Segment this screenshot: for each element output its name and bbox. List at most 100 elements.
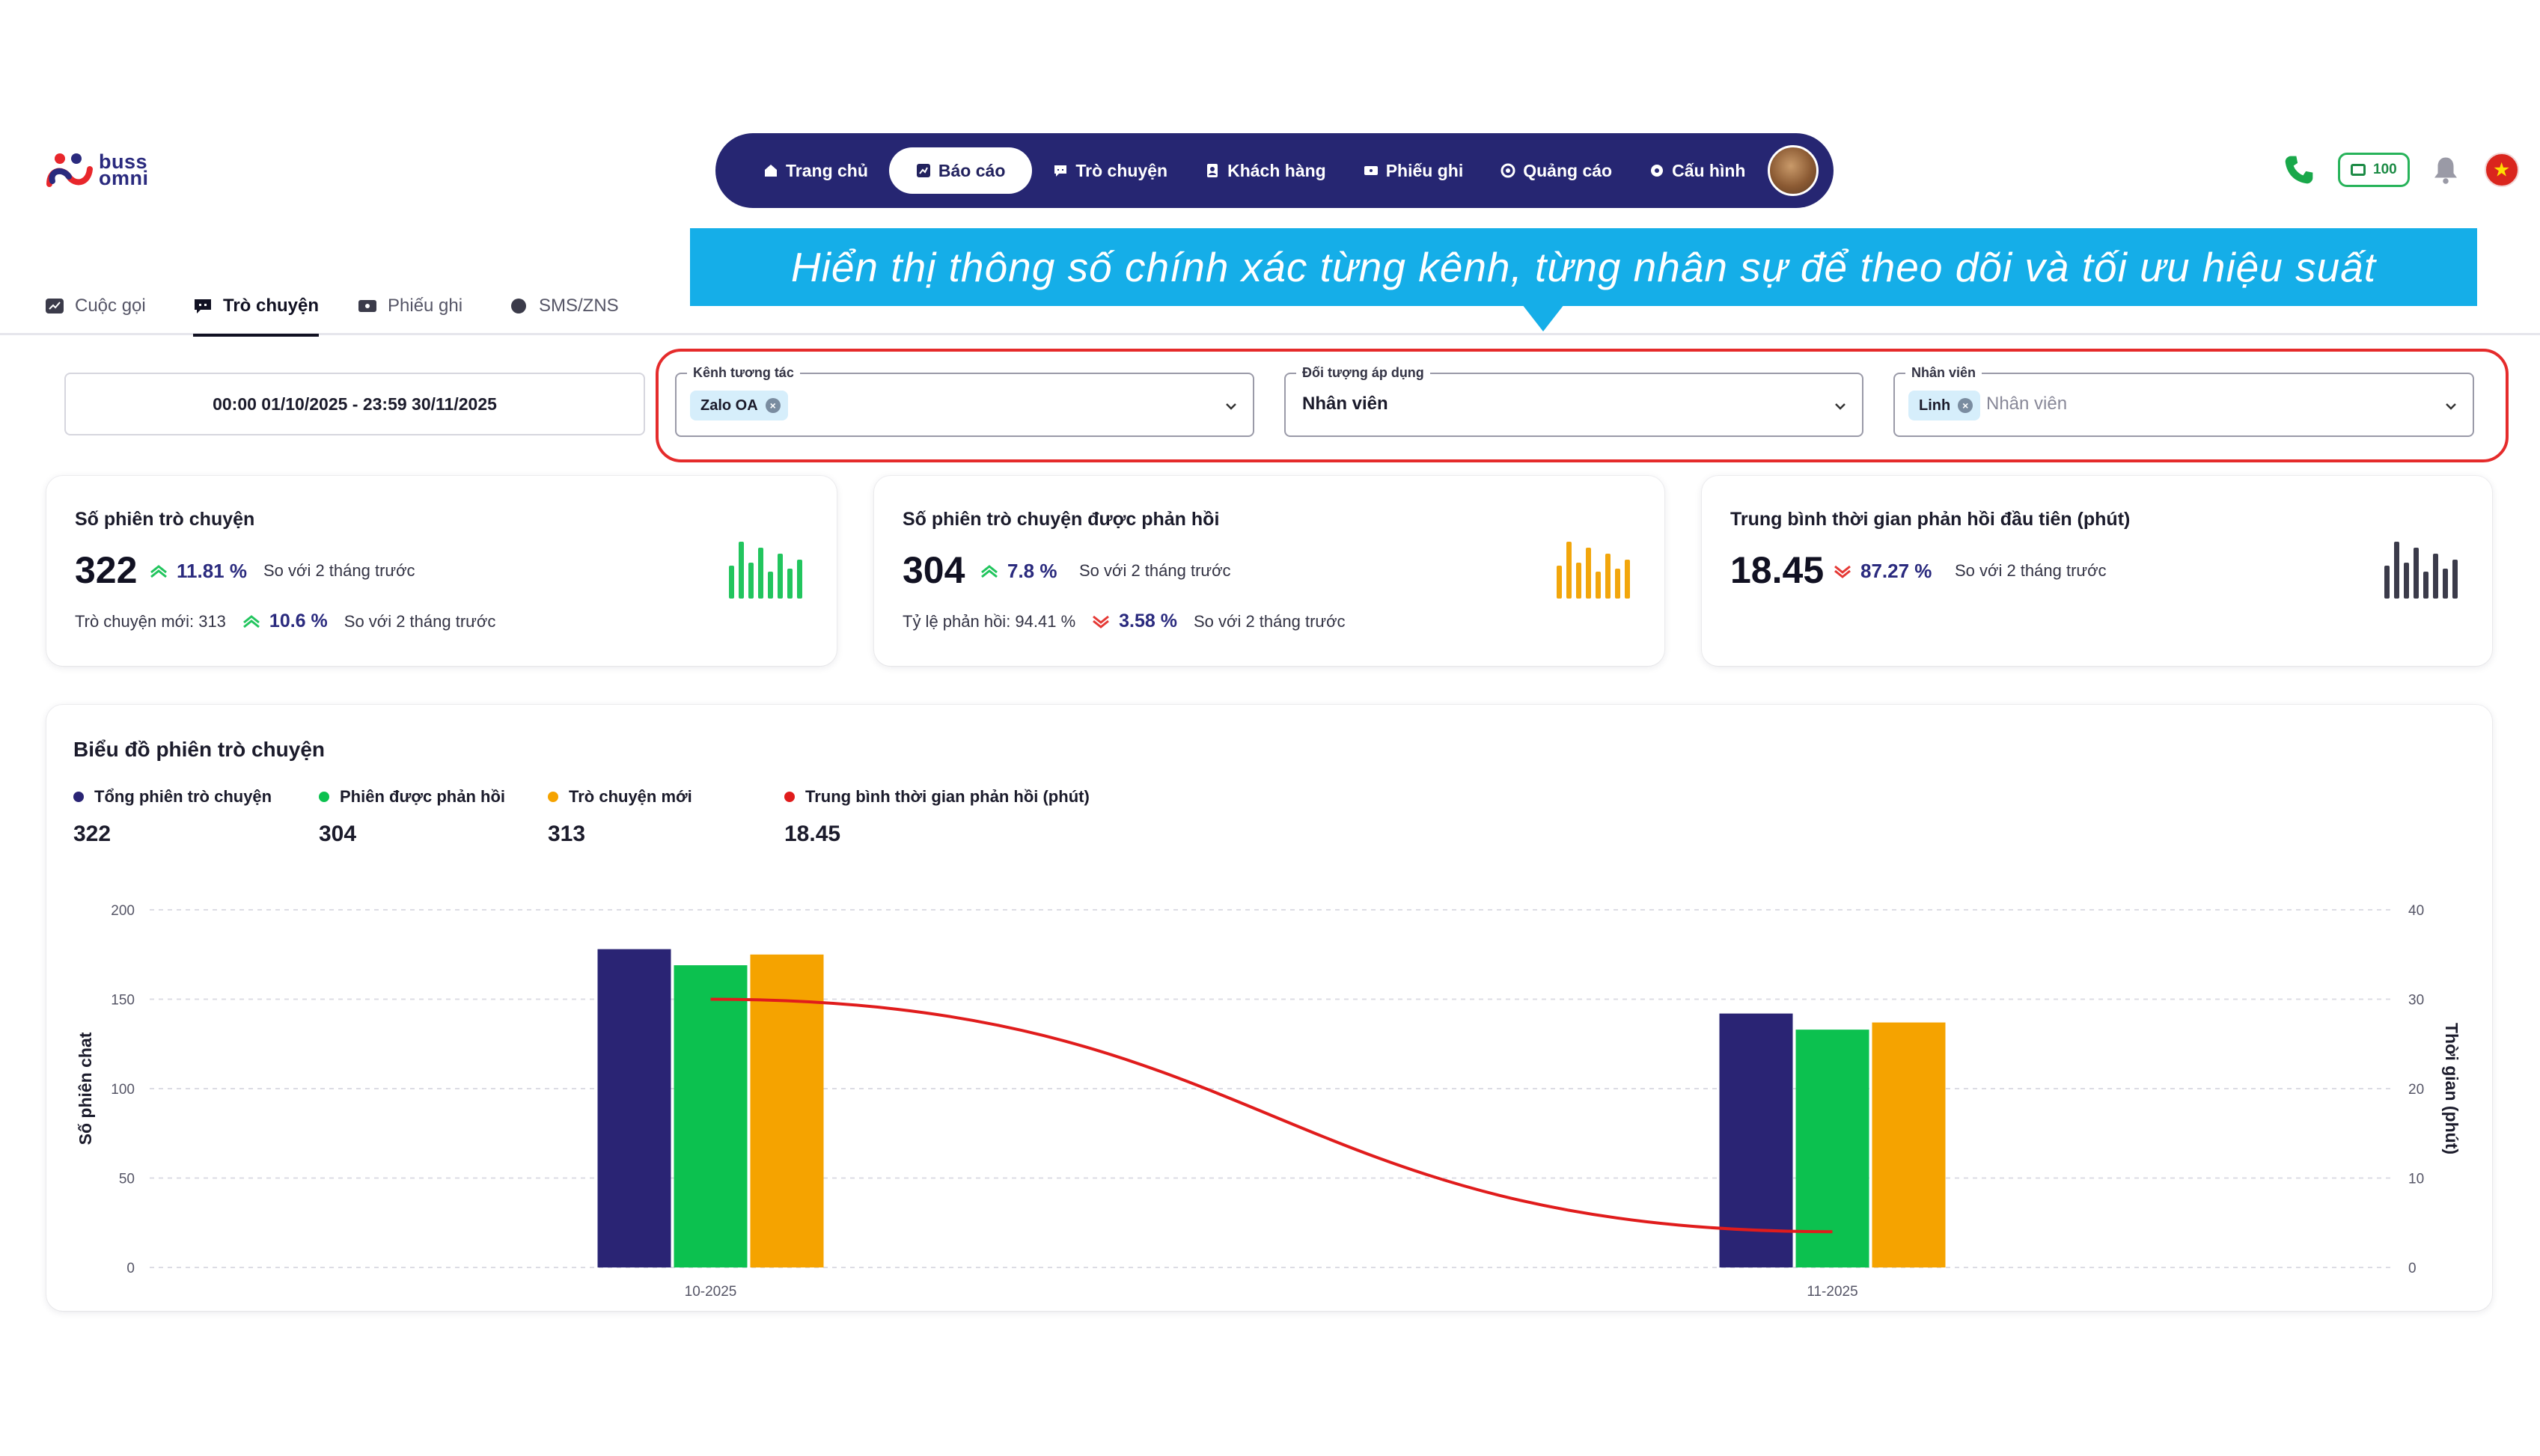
mini-bar [748,563,754,599]
y2-tick-label: 0 [2408,1261,2417,1276]
subtab-chat[interactable]: Trò chuyện [193,289,320,337]
mini-bar [787,569,793,599]
nav-item-label: Trang chủ [786,160,868,180]
mini-bar [729,566,734,599]
nav-item-settings[interactable]: Cấu hình [1633,147,1762,194]
kpi-sub-compare-label: So với 2 tháng trước [344,611,496,631]
tooltip-pointer [1522,305,1564,331]
date-range-value: 00:00 01/10/2025 - 23:59 30/11/2025 [213,394,497,414]
bar-1-11-2025[interactable] [1719,1013,1793,1267]
mini-bar [1605,554,1611,599]
staff-select[interactable]: Nhân viên Linh × Nhân viên [1893,365,2474,437]
kpi-compare-label: So với 2 tháng trước [263,561,415,580]
nav-item-ticket[interactable]: Phiếu ghi [1347,147,1480,194]
chip-remove-icon[interactable]: × [1958,398,1973,413]
mini-bar [1576,563,1581,599]
kpi-change: 11.81 % [150,560,247,583]
staff-chip: Linh × [1908,391,1981,420]
mini-bar [758,548,763,599]
user-avatar[interactable] [1768,145,1819,196]
y2-tick-label: 20 [2408,1082,2424,1098]
channel-chip-label: Zalo OA [700,397,758,414]
ticket-icon [358,300,376,312]
mini-bar [2414,548,2419,599]
target-select[interactable]: Đối tượng áp dụng Nhân viên [1284,365,1863,437]
bar-chart-icon [1557,542,1630,599]
nav-item-chat[interactable]: Trò chuyện [1037,147,1184,194]
kpi-sub-change: 3.58 % [1092,611,1177,632]
nav-item-label: Khách hàng [1227,160,1326,180]
avg-response-time-line[interactable] [710,997,1833,1234]
chat-sessions-chart-card: Biểu đồ phiên trò chuyện Tổng phiên trò … [46,705,2492,1311]
legend-item-responded[interactable]: Phiên được phản hồi 304 [319,787,505,846]
kpi-sub-change: 10.6 % [242,611,328,632]
phone-icon[interactable] [2283,153,2315,186]
nav-item-report[interactable]: Báo cáo [888,147,1033,194]
y2-tick-label: 30 [2408,993,2424,1009]
brand-logo[interactable]: buss omni [46,150,159,192]
nav-item-label: Trò chuyện [1075,160,1168,180]
channel-select[interactable]: Kênh tương tác Zalo OA × [675,365,1254,437]
target-select-value: Nhân viên [1302,394,1388,414]
call-chart-icon [46,299,64,313]
bar-3-10-2025[interactable] [750,954,824,1267]
nav-item-ads[interactable]: Quảng cáo [1484,147,1628,194]
bar-2-11-2025[interactable] [1795,1030,1869,1267]
settings-icon [1651,165,1664,177]
chevron-down-icon [1835,403,1846,410]
subtab-sms[interactable]: SMS/ZNS [509,289,619,323]
chat-sessions-chart: 0 0 50 10 100 20 150 30 200 40 Số phiên chat Thời g… [76,903,2461,1300]
y-tick-label: 0 [126,1261,135,1276]
bar-chart-icon [729,542,802,599]
sms-icon [511,299,526,313]
mini-bar [1596,572,1601,599]
bar-2-10-2025[interactable] [674,965,748,1267]
x-tick-label: 11-2025 [1807,1284,1857,1300]
x-tick-label: 10-2025 [685,1284,737,1300]
subtab-label: Cuộc gọi [75,296,146,316]
bar-chart-icon [2384,542,2458,599]
mini-bar [1566,542,1572,599]
subtab-calls[interactable]: Cuộc gọi [45,289,146,323]
trend-up-icon [150,564,167,578]
legend-item-new[interactable]: Trò chuyện mới 313 [548,787,692,846]
legend-item-avg-time[interactable]: Trung bình thời gian phản hồi (phút) 18.… [784,787,1090,846]
kpi-sub-row: Trò chuyện mới: 313 10.6 % So với 2 thán… [75,611,495,632]
nav-item-home[interactable]: Trang chủ [747,147,885,194]
date-range-picker[interactable]: 00:00 01/10/2025 - 23:59 30/11/2025 [64,373,645,435]
legend-total: 304 [319,822,357,846]
trend-down-icon [1093,615,1110,628]
staff-chip-label: Linh [1919,397,1951,414]
target-select-label: Đối tượng áp dụng [1296,365,1430,381]
chip-remove-icon[interactable]: × [765,398,781,413]
staff-search-placeholder[interactable]: Nhân viên [1986,394,2068,414]
nav-item-customer[interactable]: Khách hàng [1188,147,1343,194]
bar-1-10-2025[interactable] [597,949,671,1267]
filter-highlight-frame [656,349,2509,462]
language-flag-icon[interactable]: ★ [2484,153,2519,187]
kpi-change-value: 11.81 % [177,560,247,582]
customer-icon [1207,164,1218,177]
kpi-change: 7.8 % [980,560,1057,583]
kpi-change: 87.27 % [1834,560,1932,583]
legend-item-total[interactable]: Tổng phiên trò chuyện 322 [73,787,272,846]
y-tick-label: 100 [111,1082,135,1098]
kpi-title: Trung bình thời gian phản hồi đầu tiên (… [1730,509,2131,530]
feature-tooltip-banner: Hiển thị thông số chính xác từng kênh, t… [690,228,2477,306]
kpi-change-value: 87.27 % [1860,560,1932,582]
credit-balance-badge[interactable]: 100 [2338,153,2410,187]
chevron-down-icon [1226,403,1236,410]
legend-total: 322 [73,822,112,846]
bell-icon[interactable] [2432,155,2459,185]
mini-bar [2423,572,2428,599]
bar-3-11-2025[interactable] [1872,1022,1946,1267]
kpi-compare-label: So với 2 tháng trước [1079,561,1231,580]
mini-bar [1625,560,1630,599]
nav-item-label: Phiếu ghi [1385,160,1464,180]
kpi-value: 304 [903,549,965,591]
chat-icon [1054,165,1067,177]
y2-axis-label: Thời gian (phút) [2442,1023,2461,1154]
y2-tick-label: 10 [2408,1172,2424,1187]
staff-select-label: Nhân viên [1905,365,1982,381]
subtab-tickets[interactable]: Phiếu ghi [358,289,462,323]
